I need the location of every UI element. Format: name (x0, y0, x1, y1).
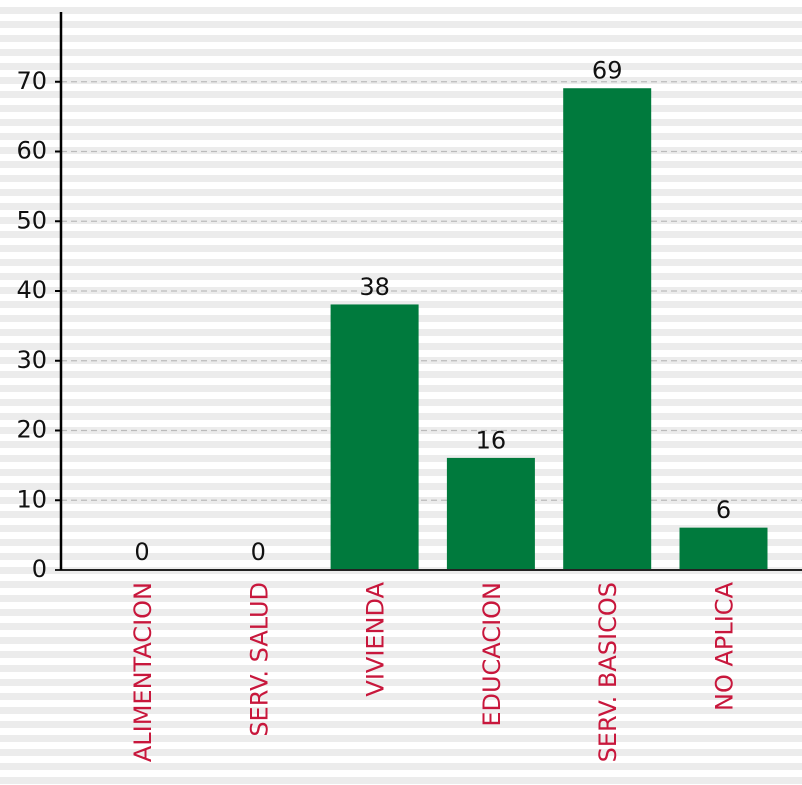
x-tick-label: SERV. SALUD (245, 582, 273, 737)
value-label: 38 (359, 273, 390, 301)
x-tick-label: NO APLICA (711, 581, 739, 711)
y-tick-label: 30 (16, 346, 47, 374)
x-tick-label: VIVIENDA (362, 581, 390, 696)
bar (330, 304, 419, 571)
y-tick-label: 20 (16, 416, 47, 444)
x-tick-label: ALIMENTACION (129, 582, 157, 762)
value-label: 16 (476, 426, 507, 454)
x-tick-label: EDUCACION (478, 582, 506, 727)
y-tick-label: 50 (16, 206, 47, 234)
y-tick-label: 0 (32, 555, 47, 583)
value-label: 0 (134, 538, 149, 566)
y-tick-label: 40 (16, 276, 47, 304)
bar (563, 88, 652, 571)
x-tick-label: SERV. BASICOS (594, 582, 622, 762)
bar (679, 527, 768, 571)
y-tick-label: 60 (16, 137, 47, 165)
value-label: 0 (251, 538, 266, 566)
value-label: 6 (716, 496, 731, 524)
bar (446, 457, 535, 571)
y-tick-label: 10 (16, 485, 47, 513)
y-tick-label: 70 (16, 67, 47, 95)
value-label: 69 (592, 57, 623, 85)
